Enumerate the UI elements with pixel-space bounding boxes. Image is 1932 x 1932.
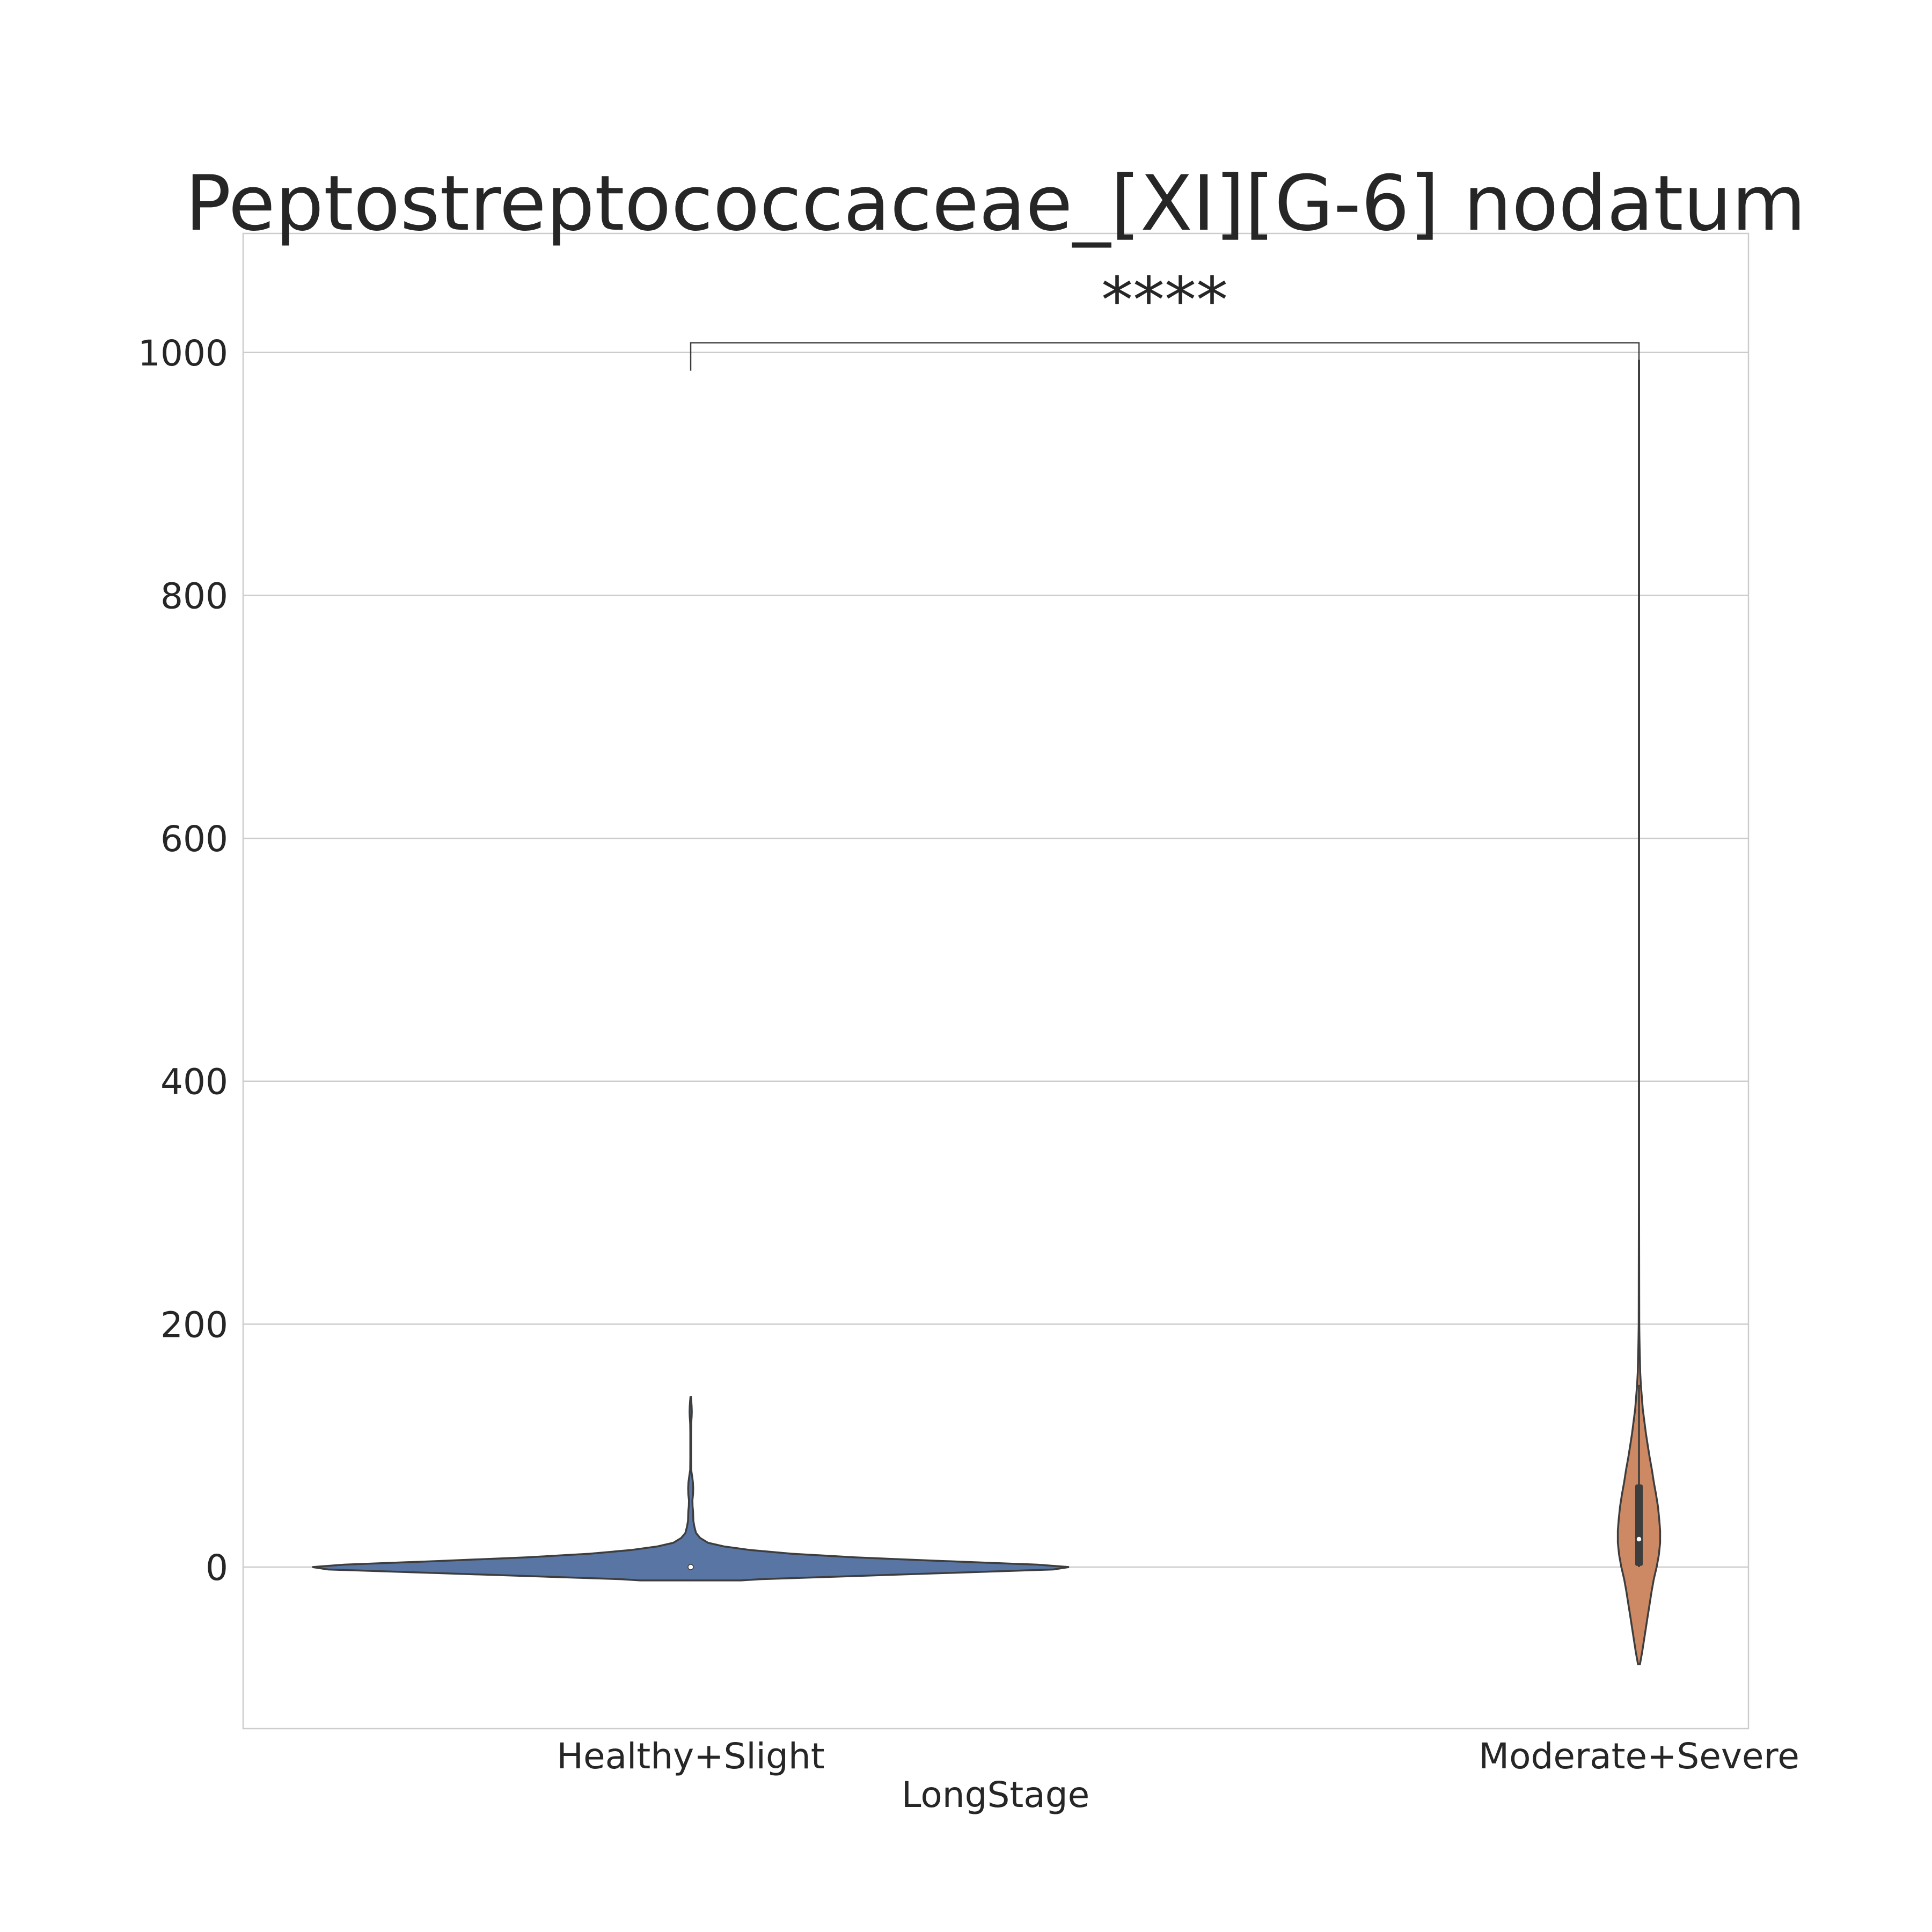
x-tick-1: Moderate+Severe <box>1479 1736 1799 1777</box>
inner-boxes <box>687 1385 1643 1570</box>
y-tick-400: 400 <box>160 1062 228 1103</box>
y-tick-800: 800 <box>160 575 228 617</box>
violin-0 <box>312 1396 1070 1582</box>
iqr-box-1 <box>1635 1484 1643 1566</box>
y-tick-600: 600 <box>160 818 228 860</box>
x-tick-labels: Healthy+Slight Moderate+Severe <box>557 1736 1799 1777</box>
y-tick-200: 200 <box>160 1304 228 1345</box>
y-tick-0: 0 <box>206 1547 228 1589</box>
y-tick-1000: 1000 <box>138 333 228 374</box>
x-tick-0: Healthy+Slight <box>557 1736 824 1777</box>
x-axis-label: LongStage <box>902 1774 1089 1816</box>
grid-lines <box>243 352 1748 1568</box>
median-dot-1 <box>1636 1536 1642 1542</box>
plot-frame <box>242 232 1750 1730</box>
significance-stars: **** <box>1101 263 1228 337</box>
chart-title: Peptostreptococcaceae_[XI][G-6] nodatum <box>185 159 1806 248</box>
significance-bracket <box>690 342 1640 371</box>
violins <box>312 360 1662 1665</box>
y-tick-labels: 0 200 400 600 800 1000 <box>138 333 228 1589</box>
significance-annotation <box>690 342 1640 371</box>
median-dot-0 <box>687 1564 694 1570</box>
